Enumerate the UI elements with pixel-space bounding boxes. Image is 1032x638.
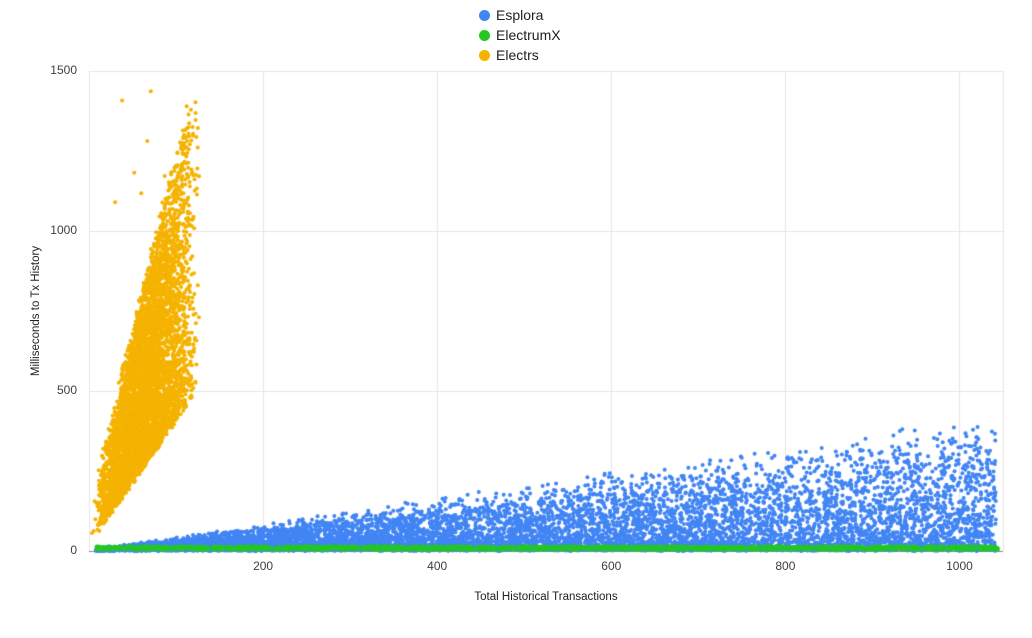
x-axis-title: Total Historical Transactions (474, 591, 618, 603)
y-tick-0: 0 (70, 543, 77, 557)
y-tick-1500: 1500 (50, 63, 77, 77)
legend-label-esplora: Esplora (496, 7, 544, 23)
x-tick-400: 400 (427, 559, 448, 573)
x-tick-600: 600 (601, 559, 622, 573)
legend-swatch-electrumx-icon (479, 29, 490, 41)
y-tick-500: 500 (56, 383, 77, 397)
x-tick-200: 200 (253, 559, 274, 573)
legend-swatch-esplora-icon (479, 9, 490, 21)
legend-swatch-electrs-icon (479, 49, 490, 61)
x-tick-800: 800 (775, 559, 796, 573)
legend-item-electrumx: ElectrumX (479, 27, 561, 43)
legend-item-esplora: Esplora (479, 7, 561, 23)
y-tick-1000: 1000 (50, 223, 77, 237)
legend-label-electrs: Electrs (496, 47, 539, 63)
y-axis-title: Milliseconds to Tx History (30, 245, 42, 377)
legend-label-electrumx: ElectrumX (496, 27, 561, 43)
chart-legend: Esplora ElectrumX Electrs (479, 7, 561, 63)
x-tick-1000: 1000 (946, 559, 973, 573)
legend-item-electrs: Electrs (479, 47, 561, 63)
